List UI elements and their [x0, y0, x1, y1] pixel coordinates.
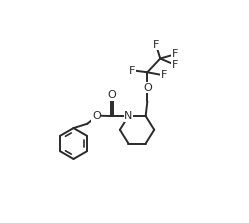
Text: F: F: [129, 66, 135, 76]
Text: F: F: [172, 60, 178, 70]
Text: O: O: [108, 90, 117, 100]
Text: N: N: [124, 111, 133, 121]
Text: F: F: [161, 70, 167, 80]
Text: O: O: [143, 83, 152, 93]
Text: O: O: [92, 111, 101, 121]
Text: F: F: [153, 40, 159, 50]
Text: F: F: [172, 49, 178, 59]
